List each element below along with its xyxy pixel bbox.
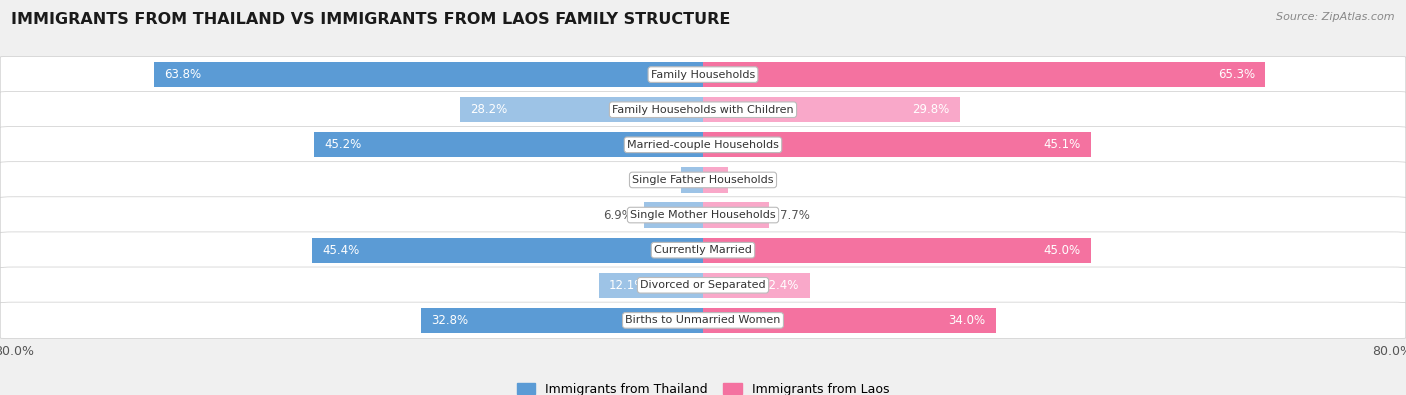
Text: Single Mother Households: Single Mother Households: [630, 210, 776, 220]
FancyBboxPatch shape: [0, 92, 1406, 128]
Bar: [460, 97, 703, 122]
Text: 12.4%: 12.4%: [762, 279, 800, 292]
Bar: [703, 308, 995, 333]
Text: 45.4%: 45.4%: [322, 244, 360, 257]
FancyBboxPatch shape: [0, 267, 1406, 303]
Text: 45.1%: 45.1%: [1043, 138, 1081, 151]
Bar: [420, 308, 703, 333]
Bar: [703, 237, 1091, 263]
Bar: [314, 132, 703, 158]
FancyBboxPatch shape: [0, 56, 1406, 93]
Text: Currently Married: Currently Married: [654, 245, 752, 255]
Text: 2.5%: 2.5%: [641, 173, 671, 186]
Legend: Immigrants from Thailand, Immigrants from Laos: Immigrants from Thailand, Immigrants fro…: [516, 383, 890, 395]
Text: 34.0%: 34.0%: [948, 314, 986, 327]
Text: 29.8%: 29.8%: [912, 103, 949, 116]
Text: 45.2%: 45.2%: [323, 138, 361, 151]
Text: Divorced or Separated: Divorced or Separated: [640, 280, 766, 290]
Text: 12.1%: 12.1%: [609, 279, 647, 292]
Text: 6.9%: 6.9%: [603, 209, 633, 222]
Text: Family Households with Children: Family Households with Children: [612, 105, 794, 115]
Bar: [703, 132, 1091, 158]
Text: Source: ZipAtlas.com: Source: ZipAtlas.com: [1277, 12, 1395, 22]
Text: Single Father Households: Single Father Households: [633, 175, 773, 185]
Text: 45.0%: 45.0%: [1043, 244, 1080, 257]
Bar: [599, 273, 703, 298]
Text: 63.8%: 63.8%: [165, 68, 201, 81]
Bar: [703, 62, 1265, 87]
Text: 32.8%: 32.8%: [430, 314, 468, 327]
Bar: [703, 273, 810, 298]
FancyBboxPatch shape: [0, 126, 1406, 163]
Text: 65.3%: 65.3%: [1218, 68, 1256, 81]
FancyBboxPatch shape: [0, 302, 1406, 339]
Bar: [312, 237, 703, 263]
Bar: [682, 167, 703, 193]
Text: 28.2%: 28.2%: [471, 103, 508, 116]
Text: Married-couple Households: Married-couple Households: [627, 140, 779, 150]
FancyBboxPatch shape: [0, 232, 1406, 269]
Bar: [703, 202, 769, 228]
Text: IMMIGRANTS FROM THAILAND VS IMMIGRANTS FROM LAOS FAMILY STRUCTURE: IMMIGRANTS FROM THAILAND VS IMMIGRANTS F…: [11, 12, 731, 27]
FancyBboxPatch shape: [0, 197, 1406, 233]
Bar: [644, 202, 703, 228]
Bar: [703, 97, 960, 122]
FancyBboxPatch shape: [0, 162, 1406, 198]
Text: 2.9%: 2.9%: [738, 173, 768, 186]
Text: 7.7%: 7.7%: [780, 209, 810, 222]
Text: Births to Unmarried Women: Births to Unmarried Women: [626, 315, 780, 325]
Bar: [703, 167, 728, 193]
Bar: [153, 62, 703, 87]
Text: Family Households: Family Households: [651, 70, 755, 80]
